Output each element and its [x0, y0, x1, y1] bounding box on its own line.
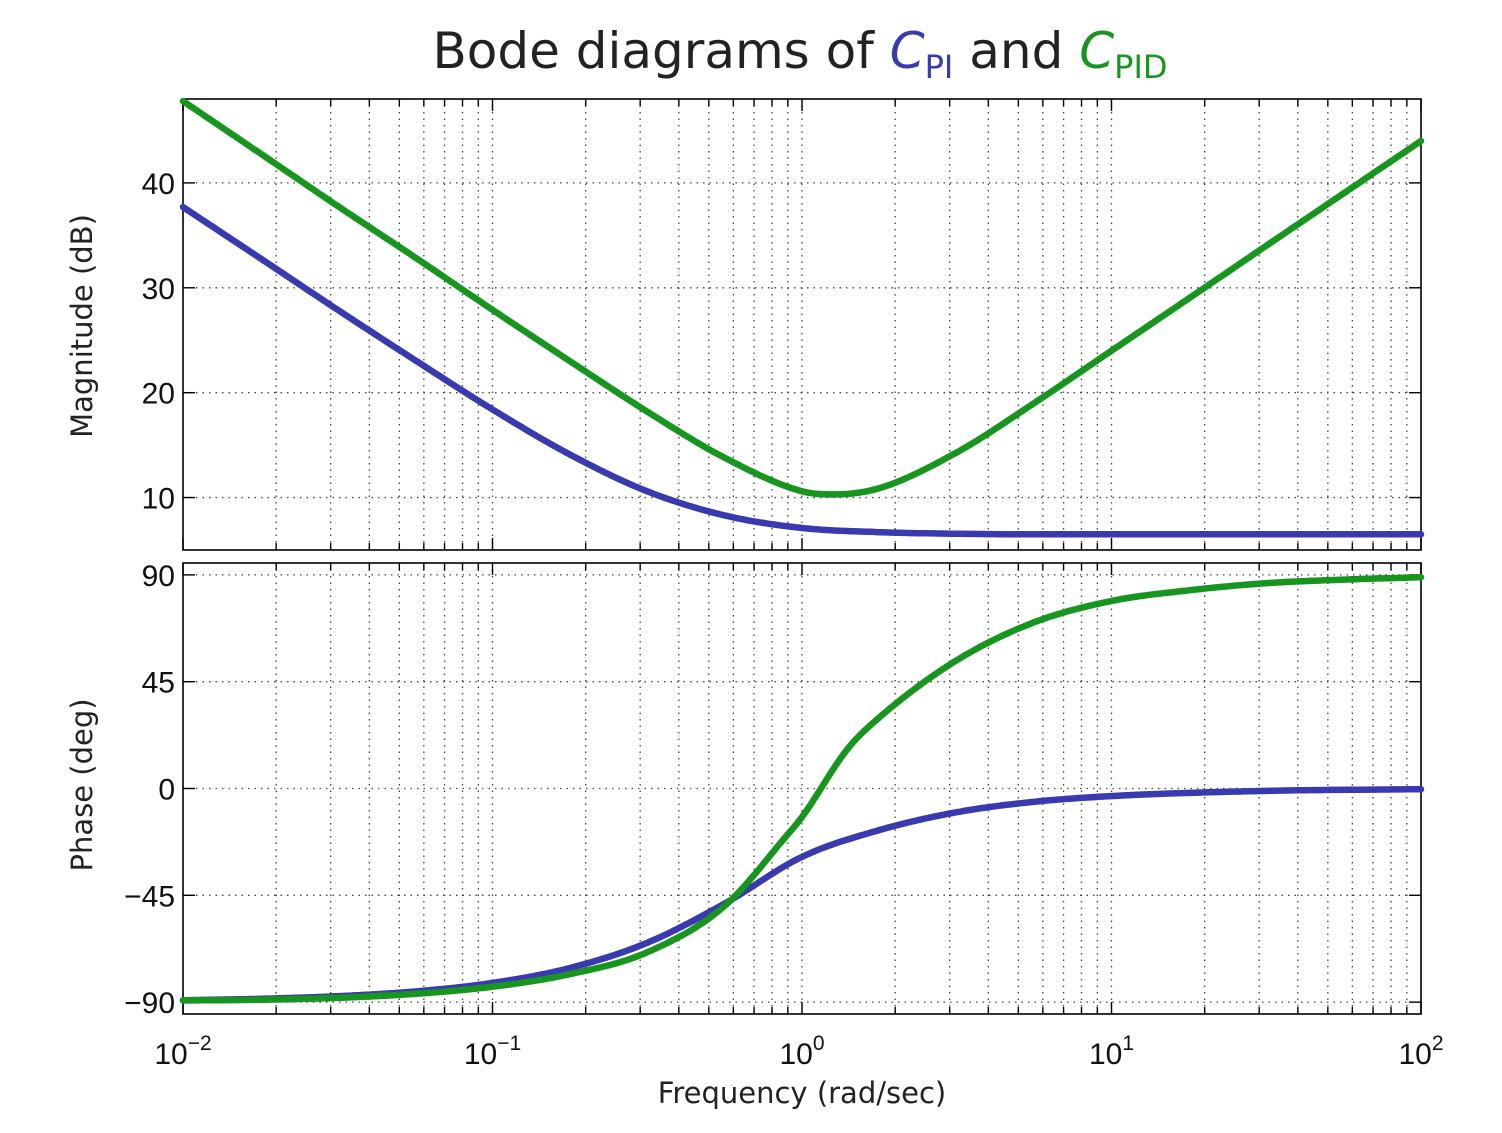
xtick-exponent: 2	[1432, 1032, 1444, 1055]
frequency-xlabel: Frequency (rad/sec)	[658, 1076, 946, 1110]
title-prefix: Bode diagrams of	[432, 22, 889, 80]
mag-ytick-label: 10	[142, 483, 175, 516]
xtick-exponent: −1	[497, 1032, 521, 1055]
xtick-label: 10−1	[464, 1032, 521, 1071]
chart-title: Bode diagrams of CPI and CPID	[432, 22, 1167, 86]
magnitude-ylabel: Magnitude (dB)	[65, 214, 99, 438]
phase-ytick-label: 45	[142, 667, 175, 700]
xtick-label: 10−2	[154, 1032, 211, 1071]
xtick-label: 102	[1398, 1032, 1443, 1071]
xtick-base: 10	[1089, 1038, 1122, 1071]
xtick-base: 10	[464, 1038, 497, 1071]
mag-ticks: 10 20 30 40	[142, 99, 1422, 550]
magnitude-panel: 10 20 30 40	[142, 97, 1425, 551]
phase-ytick-label: 0	[158, 774, 175, 807]
mag-frame	[182, 98, 1422, 551]
phase-ytick-label: −45	[124, 880, 175, 913]
xtick-label: 101	[1089, 1032, 1134, 1071]
phase-ylabel: Phase (deg)	[65, 698, 99, 871]
xtick-base: 10	[154, 1038, 187, 1071]
xtick-exponent: −2	[188, 1032, 212, 1055]
mag-grid	[183, 99, 1421, 550]
mag-curve-c-pi	[179, 203, 1425, 538]
xtick-label: 100	[779, 1032, 824, 1071]
title-connector: and	[953, 22, 1079, 80]
phase-ytick-label: −90	[124, 987, 175, 1020]
title-pid-symbol: C	[1079, 22, 1114, 80]
xtick-exponent: 0	[813, 1032, 825, 1055]
xtick-base: 10	[1398, 1038, 1431, 1071]
mag-curve-c-pid	[179, 97, 1425, 498]
phase-ytick-label: 90	[142, 560, 175, 593]
xtick-exponent: 1	[1122, 1032, 1134, 1055]
title-pi-symbol: C	[890, 22, 925, 80]
mag-ytick-label: 40	[142, 168, 175, 201]
mag-ytick-label: 30	[142, 273, 175, 306]
title-pid-subscript: PID	[1114, 48, 1167, 86]
phase-curve-c-pid	[179, 573, 1425, 1004]
xtick-base: 10	[779, 1038, 812, 1071]
mag-ytick-label: 20	[142, 378, 175, 411]
title-pi-subscript: PI	[925, 48, 954, 86]
